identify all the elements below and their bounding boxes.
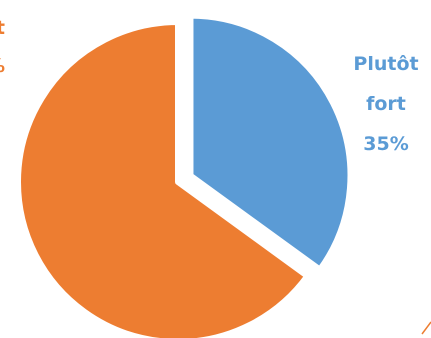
data-label-0-line-1: fort	[366, 93, 406, 115]
data-label-0-line-2: 35%	[363, 133, 408, 155]
pie-slice-1	[15, 19, 311, 338]
data-label-1-line-0: rt	[0, 17, 5, 39]
data-label-1-line-1: %	[0, 55, 5, 77]
leader-line-fragment	[421, 321, 431, 335]
pie-slice-0	[187, 12, 354, 273]
pie-slices	[15, 12, 354, 338]
data-label-0-line-0: Plutôt	[353, 53, 418, 75]
data-label-1: rt%	[0, 17, 5, 77]
pie-data-labels: Plutôt fort 35% rt%	[0, 17, 431, 335]
data-label-0: Plutôt fort 35%	[353, 53, 418, 155]
